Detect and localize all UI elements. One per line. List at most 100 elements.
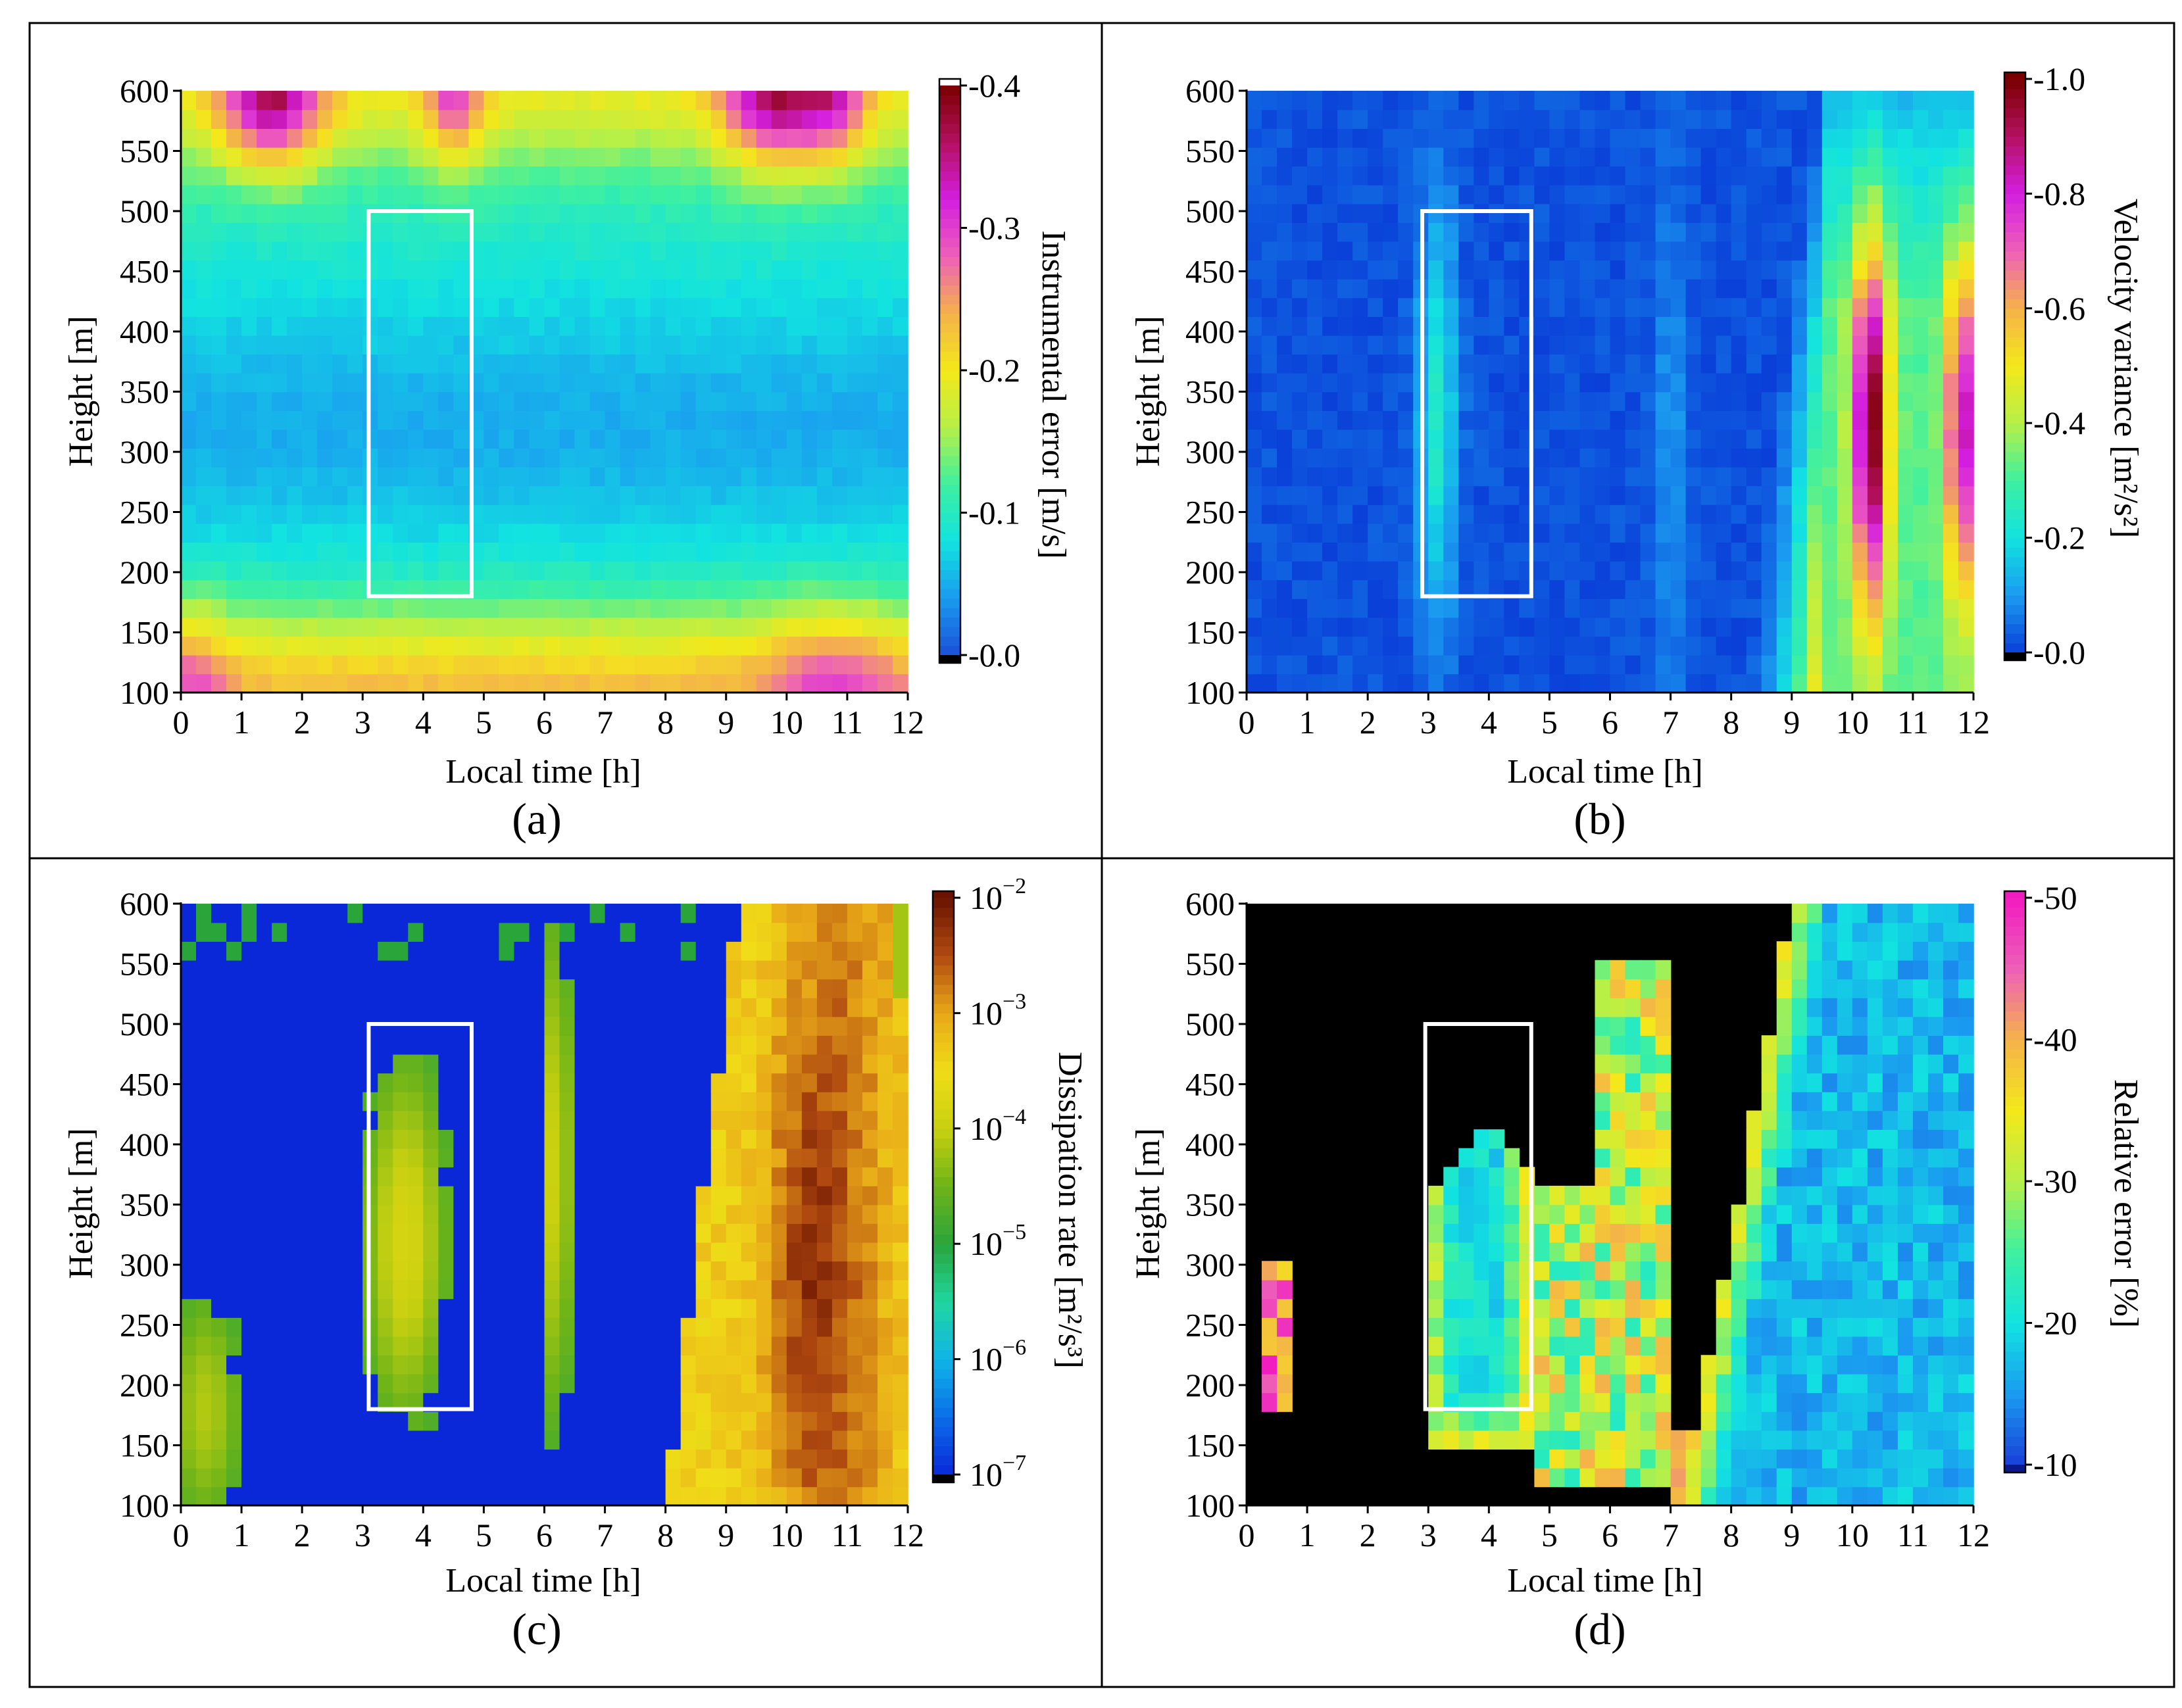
heat-cell xyxy=(892,1336,908,1356)
heat-cell xyxy=(786,241,803,261)
heat-cell xyxy=(1822,147,1838,167)
heat-cell xyxy=(635,203,651,223)
heat-cell xyxy=(665,128,682,148)
heat-cell xyxy=(408,1467,424,1488)
heat-cell xyxy=(665,1430,682,1450)
heat-cell xyxy=(514,1279,530,1300)
heat-cell xyxy=(1534,617,1550,637)
heat-cell xyxy=(816,1449,833,1469)
heat-cell xyxy=(1897,278,1914,299)
heat-cell xyxy=(695,523,712,543)
heat-cell xyxy=(1368,354,1383,374)
heat-cell xyxy=(408,466,424,487)
heat-cell xyxy=(226,241,242,261)
heat-cell xyxy=(1761,278,1777,299)
heat-cell xyxy=(317,128,334,148)
heat-cell xyxy=(1307,504,1323,524)
heat-cell xyxy=(741,1091,757,1111)
heat-cell xyxy=(1867,523,1883,543)
heat-cell xyxy=(1882,147,1898,167)
heat-cell xyxy=(1352,166,1368,185)
heat-cell xyxy=(1489,560,1505,581)
heat-cell xyxy=(605,1110,621,1130)
heat-cell xyxy=(514,1430,530,1450)
heat-cell xyxy=(1640,523,1656,543)
heat-cell xyxy=(211,1167,227,1186)
heat-cell xyxy=(287,504,303,524)
heat-cell xyxy=(196,1035,212,1055)
heat-cell xyxy=(786,1167,803,1186)
heat-cell xyxy=(650,1129,666,1149)
heat-cell xyxy=(559,997,576,1017)
heat-cell xyxy=(831,203,848,223)
heat-cell xyxy=(847,316,863,336)
heat-cell xyxy=(211,1016,227,1036)
heat-cell xyxy=(378,636,394,656)
colorbar-segment xyxy=(2004,480,2025,491)
heat-cell xyxy=(847,1242,863,1262)
heat-cell xyxy=(393,1449,409,1469)
heat-cell xyxy=(559,1148,576,1168)
heat-cell xyxy=(1443,504,1460,524)
heat-cell xyxy=(1595,391,1611,411)
heat-cell xyxy=(1337,297,1353,317)
heat-cell xyxy=(892,128,908,148)
heat-cell xyxy=(816,1129,833,1149)
x-tick-label: 4 xyxy=(1481,704,1497,741)
heat-cell xyxy=(287,91,303,110)
heat-cell xyxy=(741,260,757,280)
heat-cell xyxy=(241,1467,257,1488)
colorbar-segment xyxy=(2004,212,2025,223)
heat-cell xyxy=(1806,91,1823,110)
heat-cell xyxy=(196,579,212,599)
heat-cell xyxy=(620,1035,636,1055)
heat-cell xyxy=(1685,147,1702,167)
heat-cell xyxy=(1852,579,1868,599)
heat-cell xyxy=(1383,523,1399,543)
heat-cell xyxy=(332,1449,349,1469)
heat-cell xyxy=(241,1449,257,1469)
heat-cell xyxy=(1958,448,1974,468)
colorbar-segment xyxy=(933,1003,954,1014)
heat-cell xyxy=(862,922,878,942)
y-tick-label: 100 xyxy=(1185,674,1235,711)
heat-cell xyxy=(302,1091,318,1111)
heat-cell xyxy=(650,1185,666,1206)
heat-cell xyxy=(756,523,772,543)
heat-cell xyxy=(680,147,697,167)
heat-cell xyxy=(559,1016,576,1036)
heat-cell xyxy=(378,354,394,374)
heat-cell xyxy=(620,1467,636,1488)
heat-cell xyxy=(559,1355,576,1375)
heat-cell xyxy=(771,1392,787,1412)
heat-cell xyxy=(181,922,197,942)
heat-cell xyxy=(831,1223,848,1243)
heat-cell xyxy=(1610,91,1626,110)
x-tick-label: 0 xyxy=(173,704,189,741)
heat-cell xyxy=(756,222,772,242)
heat-cell xyxy=(559,466,576,487)
heat-cell xyxy=(287,1185,303,1206)
heat-cell xyxy=(1579,466,1596,487)
colorbar-segment xyxy=(2004,643,2025,653)
heat-cell xyxy=(544,1016,560,1036)
heat-cell xyxy=(272,1129,287,1149)
heat-cell xyxy=(847,1336,863,1356)
heat-cell xyxy=(771,278,787,299)
heat-cell xyxy=(1837,429,1853,449)
heat-cell xyxy=(1746,147,1762,167)
heat-cell xyxy=(1458,410,1475,430)
heat-cell xyxy=(1761,297,1777,317)
heat-cell xyxy=(1640,654,1656,675)
heat-cell xyxy=(1670,222,1687,242)
heat-cell xyxy=(620,297,636,317)
heat-cell xyxy=(257,1148,272,1168)
heat-cell xyxy=(544,1129,560,1149)
heat-cell xyxy=(1806,579,1823,599)
heat-cell xyxy=(499,1054,515,1074)
heat-cell xyxy=(726,542,742,562)
heat-cell xyxy=(211,560,227,581)
heat-cell xyxy=(393,523,409,543)
heat-cell xyxy=(393,560,409,581)
heat-cell xyxy=(1822,278,1838,299)
